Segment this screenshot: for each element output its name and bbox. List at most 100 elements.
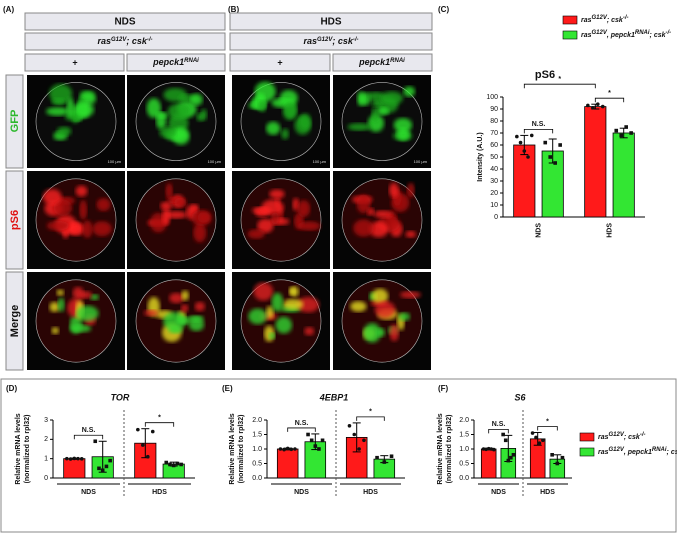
blob xyxy=(398,312,411,321)
blob xyxy=(67,222,85,236)
text-part: ; csk xyxy=(650,32,667,39)
micrograph xyxy=(232,272,330,370)
chart-title: 4EBP1 xyxy=(319,392,349,402)
data-point xyxy=(293,447,297,451)
significance: * xyxy=(608,90,611,97)
legend-label: rasG12V, pepck1RNAi; csk-/- xyxy=(581,30,671,39)
x-tick-label: NDS xyxy=(294,489,309,496)
data-point xyxy=(357,447,361,451)
blob xyxy=(261,199,284,216)
data-point xyxy=(553,161,557,165)
text-part: , pepck1 xyxy=(623,449,652,456)
data-point xyxy=(179,462,183,467)
y-tick-label: 80 xyxy=(490,118,498,125)
blob xyxy=(248,308,267,325)
blob xyxy=(187,315,204,323)
blob xyxy=(51,327,59,335)
data-point xyxy=(175,461,180,466)
data-point xyxy=(362,438,366,443)
blob xyxy=(374,301,396,318)
y-tick-label: 60 xyxy=(490,142,498,149)
micrograph xyxy=(27,272,125,370)
data-point xyxy=(289,447,294,452)
data-point xyxy=(558,143,562,147)
blob xyxy=(143,309,159,316)
header-box xyxy=(229,53,331,72)
header-box xyxy=(24,12,226,31)
micrograph: 100 µm xyxy=(232,75,330,168)
data-point xyxy=(534,435,538,440)
legend-swatch xyxy=(562,30,578,40)
legend-label: rasG12V, pepck1RNAi; csk-/- xyxy=(598,447,677,456)
blob xyxy=(371,288,389,304)
data-point xyxy=(352,432,357,437)
y-tick-label: 0.5 xyxy=(252,460,262,467)
genotype: rasG12V; csk-/- xyxy=(303,36,358,46)
y-tick-label: 0 xyxy=(44,475,48,482)
y-tick-label: 1 xyxy=(44,456,48,463)
data-point xyxy=(518,140,523,145)
data-point xyxy=(320,438,325,443)
blob xyxy=(367,114,385,132)
x-tick-label: HDS xyxy=(540,489,555,496)
data-point xyxy=(555,461,560,466)
blob xyxy=(396,127,410,141)
blob xyxy=(363,323,381,343)
data-point xyxy=(317,447,321,451)
text-part: ras xyxy=(581,32,592,39)
data-point xyxy=(591,106,595,110)
blob xyxy=(62,227,69,239)
y-axis-label: Relative mRNA levels xyxy=(15,413,22,484)
column: pepck1RNAi xyxy=(152,57,199,67)
text-part: ras xyxy=(598,449,609,456)
bar xyxy=(584,106,607,218)
data-point xyxy=(285,446,290,451)
blob xyxy=(180,304,189,313)
data-point xyxy=(100,468,105,473)
tissue xyxy=(135,178,217,262)
blob xyxy=(258,100,267,113)
blob xyxy=(371,107,379,122)
data-point xyxy=(515,134,519,139)
data-point xyxy=(79,457,84,461)
legend-swatch xyxy=(579,447,595,457)
blob xyxy=(159,126,177,139)
y-tick-label: 50 xyxy=(490,154,498,161)
blob xyxy=(266,121,281,135)
row-label: pS6 xyxy=(9,210,21,230)
bar xyxy=(480,448,497,479)
text-part: G12V xyxy=(609,447,625,453)
blob xyxy=(297,221,321,231)
text-part: ; csk xyxy=(624,434,641,441)
significance-bracket xyxy=(73,434,104,440)
blob xyxy=(257,218,274,233)
blob xyxy=(269,332,276,340)
micrograph xyxy=(333,272,431,370)
text-part: ras xyxy=(581,17,592,24)
blob xyxy=(89,294,99,301)
data-point xyxy=(522,149,527,153)
data-point xyxy=(104,464,109,469)
blob xyxy=(46,107,70,116)
blob xyxy=(253,282,274,301)
data-point xyxy=(306,432,310,437)
blob xyxy=(357,91,365,106)
bar xyxy=(63,458,86,479)
micrograph xyxy=(27,171,125,269)
blob xyxy=(388,182,399,198)
text-part: ras xyxy=(598,434,609,441)
header-box xyxy=(229,12,433,31)
blob xyxy=(156,112,167,130)
blob xyxy=(281,128,289,140)
y-tick-label: 1.0 xyxy=(252,446,262,453)
row-label: GFP xyxy=(9,110,21,133)
scale-bar: 100 µm xyxy=(208,159,222,164)
data-point xyxy=(614,128,619,133)
blob xyxy=(304,326,315,336)
data-point xyxy=(586,103,590,108)
significance: * xyxy=(546,418,549,425)
panel-b-headers: (B) HDS rasG12V; csk-/- + pepck1RNAi xyxy=(228,5,433,72)
micrographs: 100 µm 100 µm 100 µm 100 µm xyxy=(27,75,431,370)
column: pepck1RNAi xyxy=(358,57,405,67)
blob xyxy=(282,101,297,120)
